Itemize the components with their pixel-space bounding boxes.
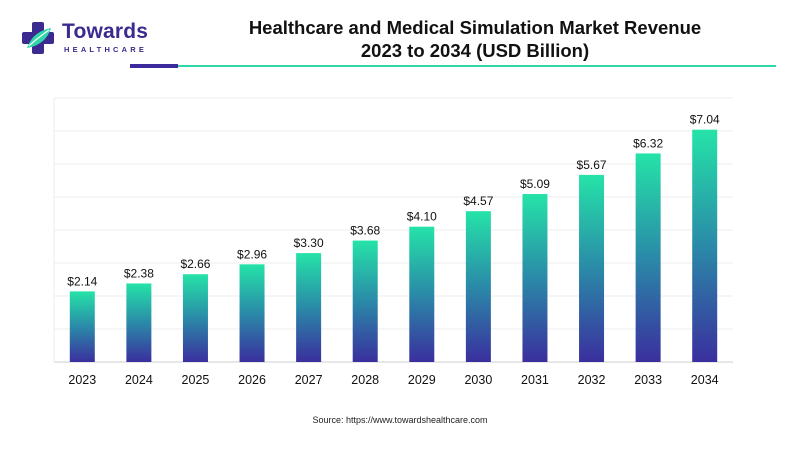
value-label-2030: $4.57 [463,194,493,208]
chart-title: Healthcare and Medical Simulation Market… [180,16,770,62]
brand-cross-icon [22,22,54,54]
bar-2023 [69,291,95,362]
x-tick-2024: 2024 [125,373,153,387]
value-label-2033: $6.32 [633,136,663,150]
value-labels: $2.14 $2.38 $2.66 $2.96 $3.30 $3.68 $4.10 $4.57… [67,113,720,289]
value-label-2032: $5.67 [577,158,607,172]
chart-title-line-2: 2023 to 2034 (USD Billion) [360,40,590,61]
x-tick-2023: 2023 [68,373,96,387]
bar-2029 [409,226,435,362]
value-label-2028: $3.68 [350,224,380,238]
x-tick-2030: 2030 [464,373,492,387]
source-note: Source: https://www.towardshealthcare.co… [312,415,488,425]
value-label-2027: $3.30 [294,236,324,250]
x-axis-ticks: 2023 2024 2025 2026 2027 2028 2029 2030 2031 2032… [68,373,718,387]
value-label-2029: $4.10 [407,210,437,224]
bar-2025 [182,274,208,362]
x-tick-2025: 2025 [182,373,210,387]
x-tick-2026: 2026 [238,373,266,387]
grid-lines [53,97,733,363]
value-label-2026: $2.96 [237,247,267,261]
value-label-2023: $2.14 [67,274,97,288]
bar-2033 [635,153,661,362]
bar-2024 [126,283,152,362]
bar-2030 [465,211,491,362]
header-accent-bar [130,64,178,68]
bar-2031 [522,194,548,362]
value-label-2025: $2.66 [180,257,210,271]
bar-2028 [352,240,378,362]
bars [69,129,718,362]
x-tick-2034: 2034 [691,373,719,387]
value-label-2031: $5.09 [520,177,550,191]
x-tick-2031: 2031 [521,373,549,387]
bar-2032 [579,174,605,362]
brand-logo: Towards HEALTHCARE [20,18,160,58]
bar-2027 [296,253,322,362]
value-label-2024: $2.38 [124,266,154,280]
bar-2026 [239,264,265,362]
header-divider [178,65,776,67]
x-tick-2028: 2028 [351,373,379,387]
chart-title-line-1: Healthcare and Medical Simulation Market… [248,17,702,38]
revenue-bar-chart: $2.14 $2.38 $2.66 $2.96 $3.30 $3.68 $4.10 $4.57… [53,97,733,387]
x-tick-2033: 2033 [634,373,662,387]
value-label-2034: $7.04 [690,113,720,127]
x-tick-2032: 2032 [578,373,606,387]
x-tick-2029: 2029 [408,373,436,387]
brand-tagline: HEALTHCARE [64,45,148,54]
x-tick-2027: 2027 [295,373,323,387]
bar-2034 [692,129,718,362]
brand-name: Towards [62,20,149,43]
